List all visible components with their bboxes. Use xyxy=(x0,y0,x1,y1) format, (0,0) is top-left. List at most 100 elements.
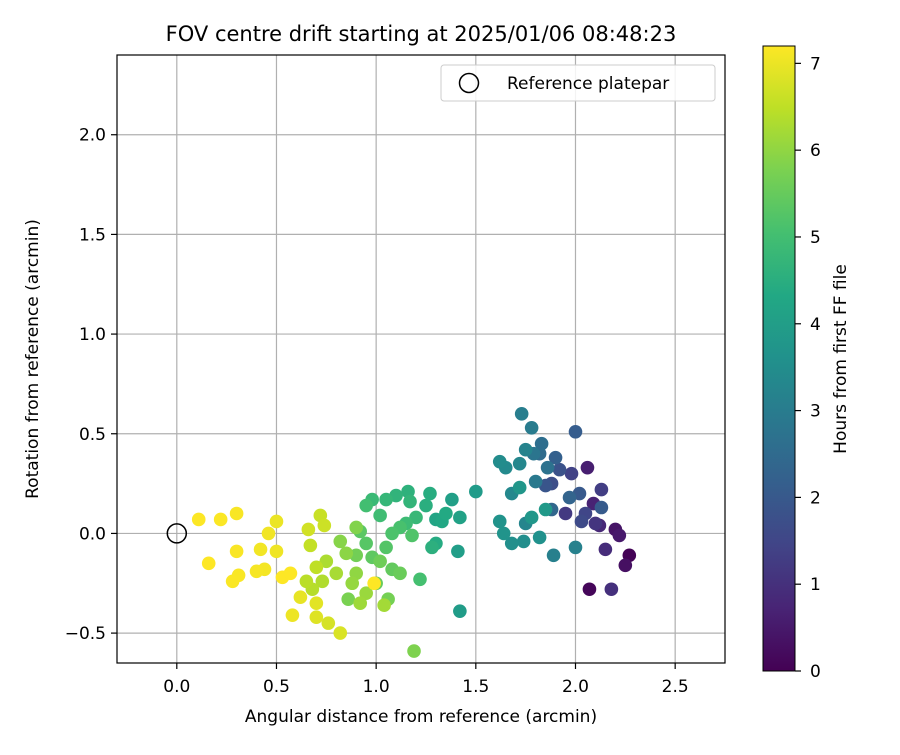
data-point xyxy=(315,574,330,589)
y-tick-label: 2.0 xyxy=(79,126,106,146)
data-point xyxy=(379,492,393,507)
data-point xyxy=(373,508,387,523)
data-point xyxy=(564,466,579,481)
y-axis-label: Rotation from reference (arcmin) xyxy=(23,219,43,499)
y-tick-label: 0.0 xyxy=(79,524,106,544)
colorbar: 0 1 2 3 4 5 6 7 Hours from first FF file xyxy=(762,45,851,682)
x-axis-ticks: 0.0 0.5 1.0 1.5 2.0 2.5 xyxy=(163,663,689,697)
data-point xyxy=(213,512,228,527)
data-point xyxy=(373,554,387,569)
data-point xyxy=(546,548,561,563)
data-point xyxy=(385,526,399,541)
data-point xyxy=(445,492,459,507)
data-point xyxy=(618,558,633,573)
data-point xyxy=(293,590,308,605)
data-point xyxy=(269,514,284,529)
y-tick-label: 1.0 xyxy=(79,325,106,345)
data-point xyxy=(269,544,284,559)
data-point xyxy=(359,498,373,513)
data-point xyxy=(612,528,627,543)
data-point xyxy=(317,518,332,533)
x-axis-label: Angular distance from reference (arcmin) xyxy=(245,707,597,727)
data-point xyxy=(299,574,314,589)
data-point xyxy=(309,560,324,575)
data-point xyxy=(407,644,421,658)
data-point xyxy=(349,520,364,535)
colorbar-ticks: 0 1 2 3 4 5 6 7 xyxy=(795,54,821,682)
grid-lines xyxy=(117,55,725,663)
data-point xyxy=(492,514,507,529)
data-point xyxy=(359,536,373,551)
data-point xyxy=(594,500,609,515)
data-point xyxy=(229,506,244,521)
data-point xyxy=(229,544,244,559)
data-point xyxy=(594,482,609,497)
data-point xyxy=(496,526,511,541)
colorbar-tick-label: 5 xyxy=(810,228,821,248)
x-tick-label: 2.0 xyxy=(562,677,589,697)
data-point xyxy=(333,626,348,640)
legend-label: Reference platepar xyxy=(507,74,669,94)
data-points xyxy=(191,407,637,658)
data-point xyxy=(504,536,519,551)
y-tick-label: 1.5 xyxy=(79,225,106,245)
data-point xyxy=(249,564,264,579)
y-tick-label: 0.5 xyxy=(79,425,106,445)
data-point xyxy=(604,582,619,597)
legend-box xyxy=(440,64,716,102)
colorbar-tick-label: 6 xyxy=(810,141,821,161)
data-point xyxy=(359,586,373,601)
data-point xyxy=(309,610,324,624)
data-point xyxy=(516,534,531,549)
data-point xyxy=(341,592,356,607)
data-point xyxy=(580,460,595,475)
data-point xyxy=(303,538,318,553)
data-point xyxy=(568,540,583,555)
data-point xyxy=(283,566,298,581)
colorbar-tick-label: 2 xyxy=(810,488,821,508)
data-point xyxy=(568,424,583,439)
data-point xyxy=(588,516,603,531)
data-point xyxy=(253,542,268,557)
data-point xyxy=(439,506,453,521)
data-point xyxy=(548,450,563,465)
data-point xyxy=(524,420,539,435)
data-point xyxy=(582,582,597,597)
data-point xyxy=(492,454,507,469)
data-point xyxy=(409,510,423,525)
data-point xyxy=(329,566,344,581)
data-point xyxy=(453,510,467,525)
data-point xyxy=(285,608,300,622)
plot-frame xyxy=(116,54,726,664)
data-point xyxy=(321,616,336,630)
data-point xyxy=(379,540,393,555)
data-point xyxy=(261,526,276,541)
colorbar-tick-label: 3 xyxy=(810,402,821,422)
data-point xyxy=(225,574,240,589)
data-point xyxy=(367,576,381,591)
data-point xyxy=(518,442,533,457)
reference-point-marker xyxy=(166,523,188,544)
data-point xyxy=(540,460,555,475)
data-point xyxy=(451,544,465,559)
colorbar-tick-label: 7 xyxy=(810,54,821,74)
colorbar-tick-label: 4 xyxy=(810,315,821,335)
x-tick-label: 0.5 xyxy=(263,677,290,697)
data-point xyxy=(552,462,567,477)
colorbar-tick-label: 1 xyxy=(810,575,821,595)
data-point xyxy=(413,572,427,587)
data-point xyxy=(309,596,324,610)
data-point xyxy=(301,522,316,537)
data-point xyxy=(345,576,360,591)
data-point xyxy=(469,484,483,499)
data-point xyxy=(514,407,529,421)
colorbar-tick-label: 0 xyxy=(810,662,821,682)
data-point xyxy=(598,542,613,557)
data-point xyxy=(339,546,354,561)
data-point xyxy=(562,490,577,505)
data-point xyxy=(333,534,348,549)
data-point xyxy=(353,596,368,610)
data-point xyxy=(403,494,417,509)
